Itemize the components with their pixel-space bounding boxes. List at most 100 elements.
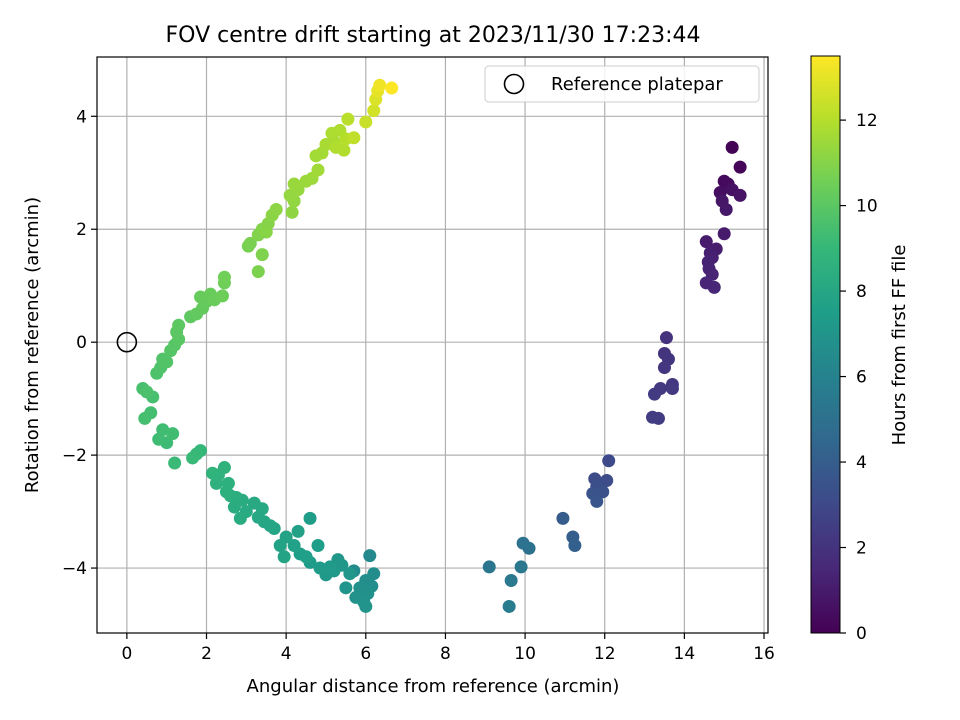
colorbar-tick-label: 8 [856,282,867,302]
data-point [156,423,170,437]
data-point [233,511,247,525]
x-tick-label: 6 [360,644,371,664]
y-tick-label: −2 [62,446,87,466]
x-tick-label: 8 [440,644,451,664]
x-tick-label: 12 [594,644,616,664]
data-point [367,104,381,118]
data-point [299,550,313,564]
data-point [313,561,327,575]
y-tick-label: 4 [76,107,87,127]
data-point [166,427,180,441]
data-point [215,289,229,303]
data-point [285,205,299,219]
x-tick-label: 14 [674,644,696,664]
data-point [172,318,186,332]
data-point [359,115,373,129]
x-tick-label: 0 [121,644,132,664]
data-point [140,385,154,399]
y-axis-ticks: −4 −2 0 2 4 [62,107,97,579]
x-tick-label: 16 [753,644,775,664]
data-point [259,225,273,239]
data-point [699,235,713,249]
data-point [665,381,679,395]
data-point [343,567,357,581]
data-point [186,451,200,465]
legend: Reference platepar [484,65,760,103]
legend-box [484,65,760,103]
data-point [568,538,582,552]
data-point [251,265,265,279]
colorbar: 0 2 4 6 8 10 12 Hours from first FF file [810,55,910,644]
x-tick-label: 2 [201,644,212,664]
data-point [255,248,269,262]
data-point [600,474,614,488]
data-point [243,236,257,250]
data-point [217,270,231,284]
data-point [277,550,291,564]
data-point [359,599,373,613]
data-point [482,560,496,574]
x-axis-label: Angular distance from reference (arcmin) [247,676,620,697]
x-tick-label: 4 [281,644,292,664]
data-point [651,411,665,425]
legend-reference-marker [503,73,525,95]
y-tick-label: −4 [62,559,87,579]
data-point [516,536,530,550]
data-points [136,78,747,613]
y-tick-label: 0 [76,333,87,353]
plot-frame [96,56,769,634]
data-point [373,78,387,92]
data-point [717,227,731,241]
data-point [707,280,721,294]
data-point [194,290,208,304]
data-point [341,112,355,126]
data-point [502,599,516,613]
data-point [556,511,570,525]
colorbar-tick-label: 0 [856,624,867,644]
data-point [323,560,337,574]
x-tick-label: 10 [514,644,536,664]
grid-lines [97,57,768,633]
data-point [337,143,351,157]
data-point [287,538,301,552]
data-point [363,549,377,563]
reference-marker [116,331,138,353]
data-point [205,466,219,480]
data-point [303,511,317,525]
data-point [311,538,325,552]
data-point [725,140,739,154]
data-point [221,476,235,490]
data-point [596,485,610,499]
data-point [138,411,152,425]
colorbar-tick-label: 2 [856,539,867,559]
data-point [719,202,733,216]
data-point [347,131,361,145]
colorbar-tick-label: 10 [856,197,878,217]
chart-title: FOV centre drift starting at 2023/11/30 … [166,23,701,48]
data-point [291,524,305,538]
data-point [311,163,325,177]
data-point [657,361,671,375]
data-point [160,355,174,369]
data-point [659,331,673,345]
data-point [247,496,261,510]
data-point [733,188,747,202]
legend-entry-reference: Reference platepar [551,74,723,95]
data-point [733,160,747,174]
colorbar-label: Hours from first FF file [889,245,910,446]
data-point [269,202,283,216]
data-point [514,560,528,574]
data-point [648,387,662,401]
data-point [273,538,287,552]
colorbar-gradient [810,55,841,634]
y-tick-label: 2 [76,220,87,240]
data-point [217,461,231,475]
data-point [385,81,399,95]
data-point [287,177,301,191]
y-axis-label: Rotation from reference (arcmin) [22,197,43,493]
colorbar-tick-label: 12 [856,111,878,131]
reference-platepar-marker [116,331,138,353]
x-axis-ticks: 0 2 4 6 8 10 12 14 16 [121,633,775,664]
colorbar-tick-label: 4 [856,453,867,473]
